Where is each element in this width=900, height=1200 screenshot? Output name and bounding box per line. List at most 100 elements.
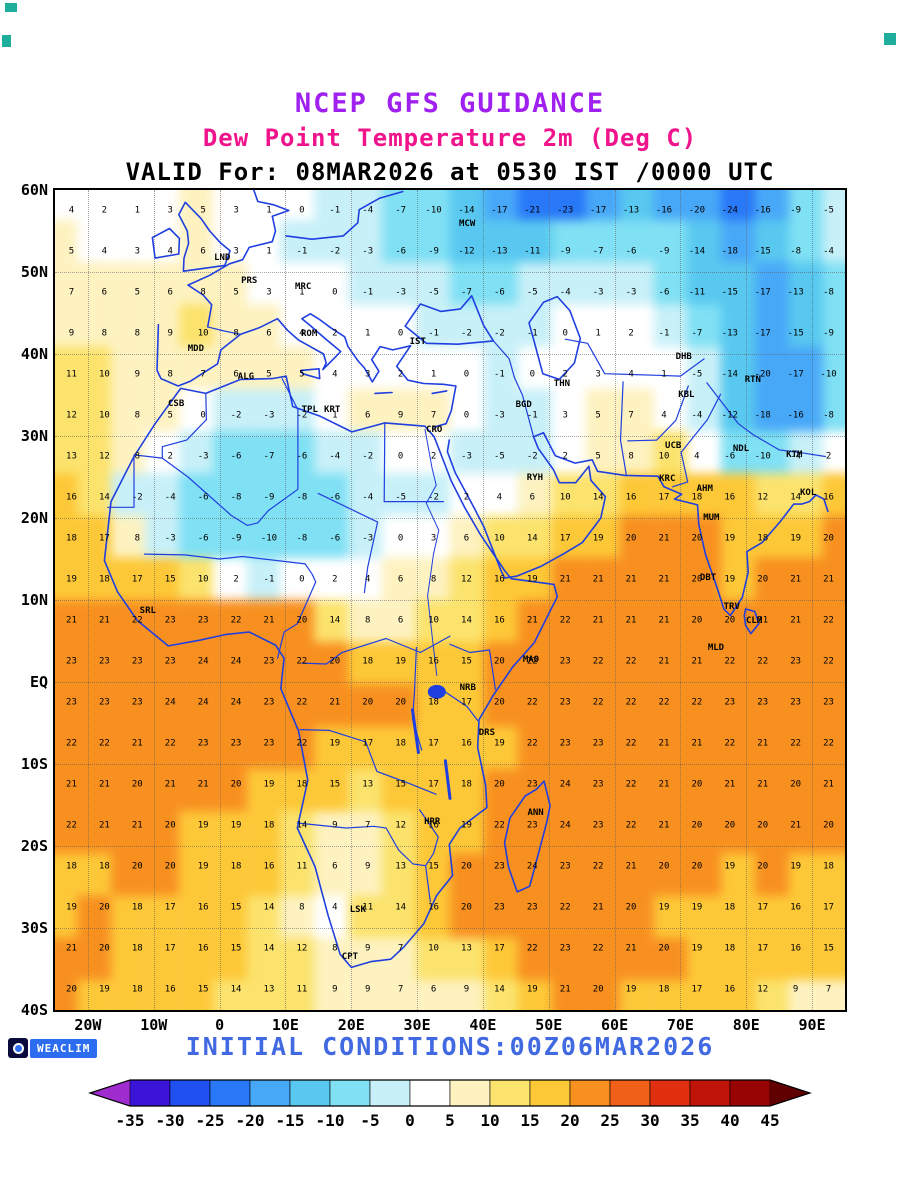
dewpoint-cell <box>212 642 248 686</box>
station-label: ANN <box>527 808 544 819</box>
initial-conditions-line: INITIAL CONDITIONS:00Z06MAR2026 <box>185 1032 715 1061</box>
dewpoint-cell <box>450 346 485 390</box>
dewpoint-cell <box>110 642 146 686</box>
dewpoint-cell <box>382 600 417 643</box>
dewpoint-cell <box>77 190 112 221</box>
dewpoint-cell <box>382 304 417 348</box>
dewpoint-cell <box>517 346 553 390</box>
colorbar-segment <box>209 1079 251 1107</box>
dewpoint-cell <box>144 557 180 601</box>
dewpoint-cell <box>721 219 756 263</box>
dewpoint-cell <box>314 190 349 221</box>
dewpoint-cell <box>483 515 519 559</box>
colorbar-tick-label: -35 <box>116 1111 145 1130</box>
dewpoint-cell <box>755 388 790 432</box>
page-subtitle: Dew Point Temperature 2m (Deg C) <box>202 124 698 152</box>
dewpoint-cell <box>789 304 824 348</box>
dewpoint-cell <box>110 219 146 263</box>
station-label: KTM <box>786 449 803 460</box>
colorbar-tick-label: 30 <box>640 1111 659 1130</box>
colorbar-tick-label: -30 <box>156 1111 185 1130</box>
station-label: PRS <box>241 276 258 287</box>
station-label: MDD <box>187 344 205 355</box>
dewpoint-cell <box>212 388 248 432</box>
dewpoint-cell <box>483 262 519 306</box>
colorbar-segment <box>609 1079 651 1107</box>
dewpoint-cell <box>585 600 621 643</box>
dewpoint-cell <box>653 262 688 306</box>
dewpoint-cell <box>653 557 688 601</box>
colorbar-segment <box>649 1079 691 1107</box>
dewpoint-cell <box>551 642 587 686</box>
dewpoint-cell <box>687 219 722 263</box>
dewpoint-cell <box>721 515 756 559</box>
dewpoint-cell <box>144 190 180 221</box>
dewpoint-cell <box>382 346 417 390</box>
dewpoint-cell <box>55 219 78 263</box>
dewpoint-cell <box>687 600 722 643</box>
dewpoint-cell <box>551 431 587 474</box>
dewpoint-cell <box>246 515 282 559</box>
dewpoint-cell <box>483 388 519 432</box>
colorbar-tick-label: 15 <box>520 1111 539 1130</box>
colorbar-tick-label: 0 <box>405 1111 415 1130</box>
colorbar-segment <box>329 1079 371 1107</box>
dewpoint-cell <box>483 473 519 517</box>
colorbar-tick-label: 40 <box>720 1111 739 1130</box>
dewpoint-cell <box>55 642 78 686</box>
dewpoint-cell <box>178 346 214 390</box>
station-label: CPT <box>341 951 359 962</box>
dewpoint-cell <box>77 642 112 686</box>
dewpoint-cell <box>585 219 621 263</box>
dewpoint-cell <box>178 642 214 686</box>
dewpoint-cell <box>450 262 485 306</box>
dewpoint-cell <box>314 346 349 390</box>
station-label: BGD <box>515 399 532 410</box>
dewpoint-cell <box>619 515 655 559</box>
dewpoint-cell <box>687 388 722 432</box>
lat-tick-label: 20N <box>20 509 48 527</box>
dewpoint-cell <box>483 431 519 474</box>
dewpoint-cell <box>348 262 383 306</box>
dewpoint-cell <box>822 219 845 263</box>
dewpoint-cell <box>55 600 78 643</box>
dewpoint-cell <box>585 304 621 348</box>
dewpoint-cell <box>551 219 587 263</box>
dewpoint-cell <box>144 262 180 306</box>
station-label: DBT <box>699 572 717 583</box>
colorbar-tick-label: 5 <box>445 1111 455 1130</box>
dewpoint-cell <box>212 431 248 474</box>
colorbar-segment <box>770 1080 810 1106</box>
dewpoint-cell <box>178 600 214 643</box>
dewpoint-cell <box>619 600 655 643</box>
station-label: MUM <box>703 513 720 523</box>
dewpoint-cell <box>517 388 553 432</box>
dewpoint-cell <box>382 642 417 686</box>
dewpoint-cell <box>721 346 756 390</box>
lat-tick-label: 20S <box>20 837 48 855</box>
colorbar-svg: -35 -30 -25 -20 -15 -10 -5 0 5 10 15 20 25 30 35 40 45 <box>88 1079 812 1130</box>
dewpoint-cell <box>450 219 485 263</box>
dewpoint-cell <box>212 262 248 306</box>
station-label: CRO <box>426 425 443 436</box>
dewpoint-cell <box>212 515 248 559</box>
dewpoint-cell <box>755 431 790 474</box>
dewpoint-cell <box>822 473 845 517</box>
dewpoint-cell <box>653 346 688 390</box>
dewpoint-cell <box>517 600 553 643</box>
dewpoint-cell <box>110 346 146 390</box>
dewpoint-cell <box>212 473 248 517</box>
dewpoint-cell <box>348 642 383 686</box>
dewpoint-cell <box>585 388 621 432</box>
dewpoint-cell <box>619 346 655 390</box>
dewpoint-cell <box>348 431 383 474</box>
screen-artifact <box>884 33 896 45</box>
colorbar-segment <box>689 1079 731 1107</box>
lat-tick-label: 10N <box>20 591 48 609</box>
dewpoint-cell <box>416 431 451 474</box>
dewpoint-cell <box>246 600 282 643</box>
dewpoint-cell <box>517 557 553 601</box>
dewpoint-cell <box>789 190 824 221</box>
dewpoint-cell <box>450 600 485 643</box>
station-label: KBL <box>678 390 695 400</box>
